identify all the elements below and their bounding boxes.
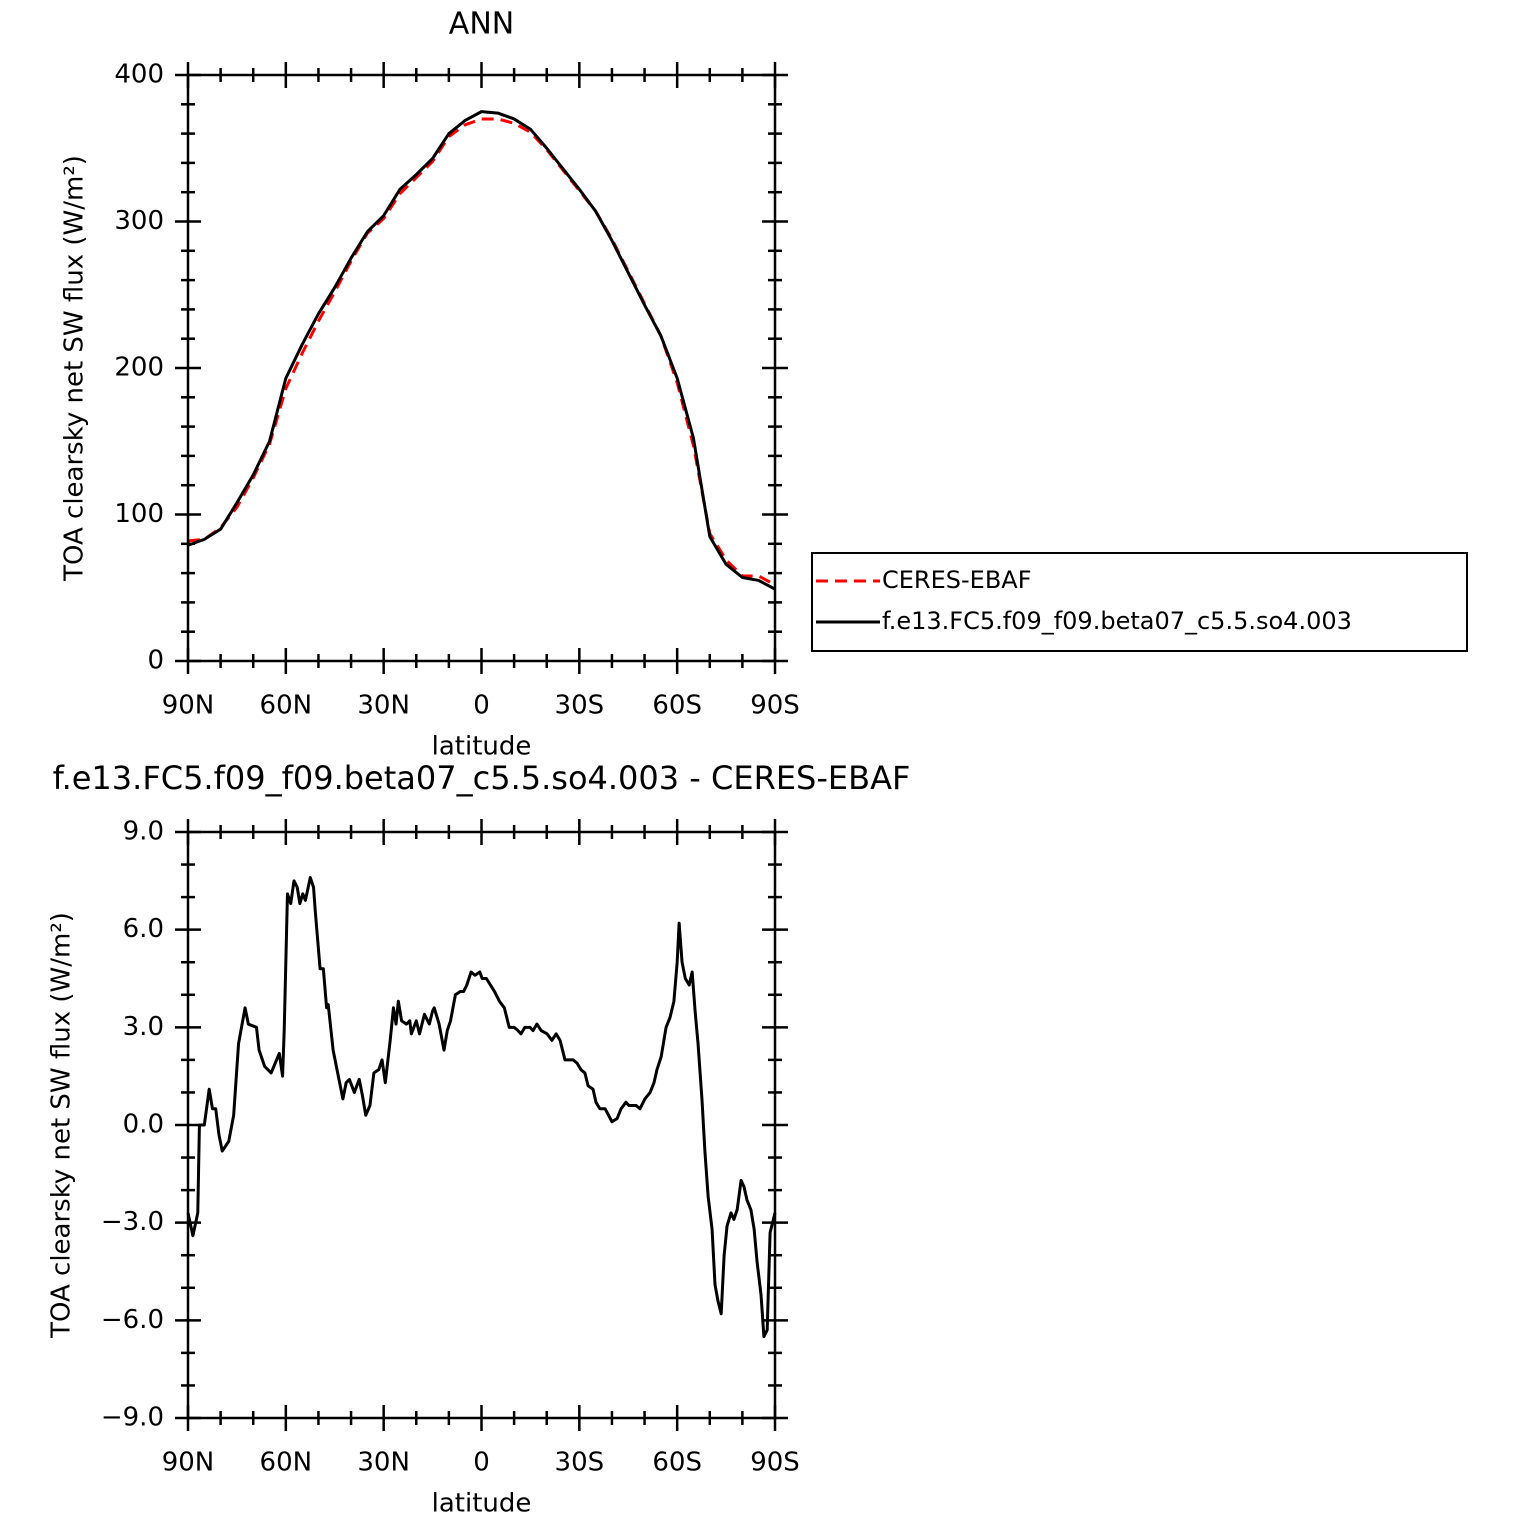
y-axis-label: TOA clearsky net SW flux (W/m²) bbox=[60, 155, 90, 582]
x-tick-label: 60S bbox=[652, 691, 702, 721]
x-tick-label: 30N bbox=[357, 691, 410, 721]
y-tick-label: 300 bbox=[114, 206, 164, 236]
y-tick-label: 3.0 bbox=[123, 1012, 164, 1042]
plot-frame bbox=[186, 830, 777, 1420]
x-tick-label: 0 bbox=[473, 691, 490, 721]
y-tick-label: −6.0 bbox=[101, 1305, 164, 1335]
y-tick-label: −9.0 bbox=[101, 1403, 164, 1433]
x-tick-label: 60N bbox=[260, 1448, 313, 1478]
x-tick-label: 30S bbox=[555, 1448, 605, 1478]
x-tick-label: 30N bbox=[357, 1448, 410, 1478]
y-tick-label: 200 bbox=[114, 353, 164, 383]
x-axis-label: latitude bbox=[432, 732, 532, 762]
y-tick-label: 6.0 bbox=[123, 914, 164, 944]
x-tick-label: 90N bbox=[162, 691, 215, 721]
y-tick-label: 100 bbox=[114, 499, 164, 529]
y-axis-label: TOA clearsky net SW flux (W/m²) bbox=[47, 912, 77, 1339]
y-tick-label: −3.0 bbox=[101, 1207, 164, 1237]
y-tick-label: 9.0 bbox=[123, 817, 164, 847]
y-tick-label: 0 bbox=[147, 646, 164, 676]
data-line bbox=[187, 110, 776, 591]
chart-title: ANN bbox=[449, 7, 514, 42]
y-tick-label: 0.0 bbox=[123, 1110, 164, 1140]
x-tick-label: 30S bbox=[555, 691, 605, 721]
plot-frame bbox=[186, 73, 777, 663]
x-tick-label: 60S bbox=[652, 1448, 702, 1478]
data-line bbox=[187, 117, 776, 587]
x-axis-label: latitude bbox=[432, 1489, 532, 1519]
legend-label: CERES-EBAF bbox=[882, 566, 1032, 594]
x-tick-label: 90N bbox=[162, 1448, 215, 1478]
legend-box bbox=[811, 552, 1468, 652]
x-tick-label: 90S bbox=[750, 691, 800, 721]
x-tick-label: 90S bbox=[750, 1448, 800, 1478]
data-line bbox=[186, 876, 777, 1339]
chart-title: f.e13.FC5.f09_f09.beta07_c5.5.so4.003 - … bbox=[53, 759, 911, 797]
x-tick-label: 60N bbox=[260, 691, 313, 721]
legend-label: f.e13.FC5.f09_f09.beta07_c5.5.so4.003 bbox=[882, 607, 1352, 635]
x-tick-label: 0 bbox=[473, 1448, 490, 1478]
y-tick-label: 400 bbox=[114, 60, 164, 90]
